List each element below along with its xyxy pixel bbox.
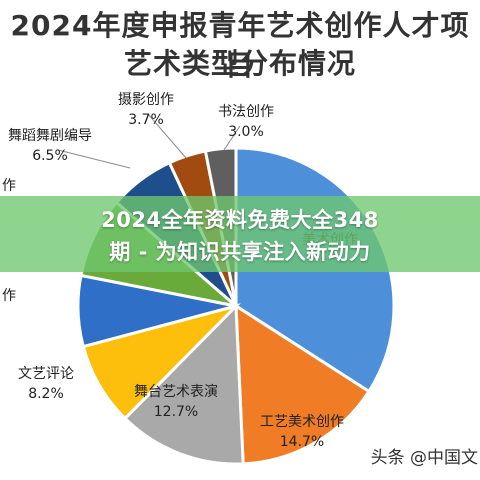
pie-slice-2 bbox=[122, 302, 245, 466]
slice-label-5: 作 bbox=[2, 178, 16, 194]
slice-label-6: 舞蹈舞剧编导 bbox=[8, 128, 92, 144]
chart-title-line-2: 艺术类型分布情况 bbox=[123, 47, 356, 80]
slice-label-4: 作 bbox=[2, 288, 16, 304]
pie-slice-1 bbox=[234, 303, 371, 466]
leader-line-2 bbox=[223, 125, 241, 151]
slice-label-8: 书法创作 bbox=[218, 104, 274, 120]
slice-label-2: 舞台艺术表演 bbox=[134, 384, 218, 400]
leader-line-0 bbox=[57, 149, 131, 169]
overlay-headline-line-1: 2024全年资料免费大全348 bbox=[101, 208, 379, 232]
slice-value-3: 8.2% bbox=[28, 386, 64, 402]
slice-value-1: 14.7% bbox=[280, 434, 324, 450]
slice-label-3: 文艺评论 bbox=[18, 366, 74, 382]
slice-label-7: 摄影创作 bbox=[118, 92, 174, 108]
pie-slice-3 bbox=[81, 303, 241, 421]
slice-label-1: 工艺美术创作 bbox=[260, 414, 344, 430]
slice-value-8: 3.0% bbox=[228, 124, 264, 140]
chart-title-line-1: 2024年度申报青年艺术创作人才项目 bbox=[10, 9, 470, 82]
overlay-headline-line-2: 期 - 为知识共享注入新动力 bbox=[109, 240, 371, 264]
watermark-text: 头条 @中国文 bbox=[370, 448, 478, 468]
slice-value-7: 3.7% bbox=[128, 112, 164, 128]
slice-value-6: 6.5% bbox=[32, 148, 68, 164]
slice-value-2: 12.7% bbox=[154, 404, 198, 420]
overlay-banner bbox=[0, 196, 480, 272]
leader-line-1 bbox=[147, 113, 187, 159]
